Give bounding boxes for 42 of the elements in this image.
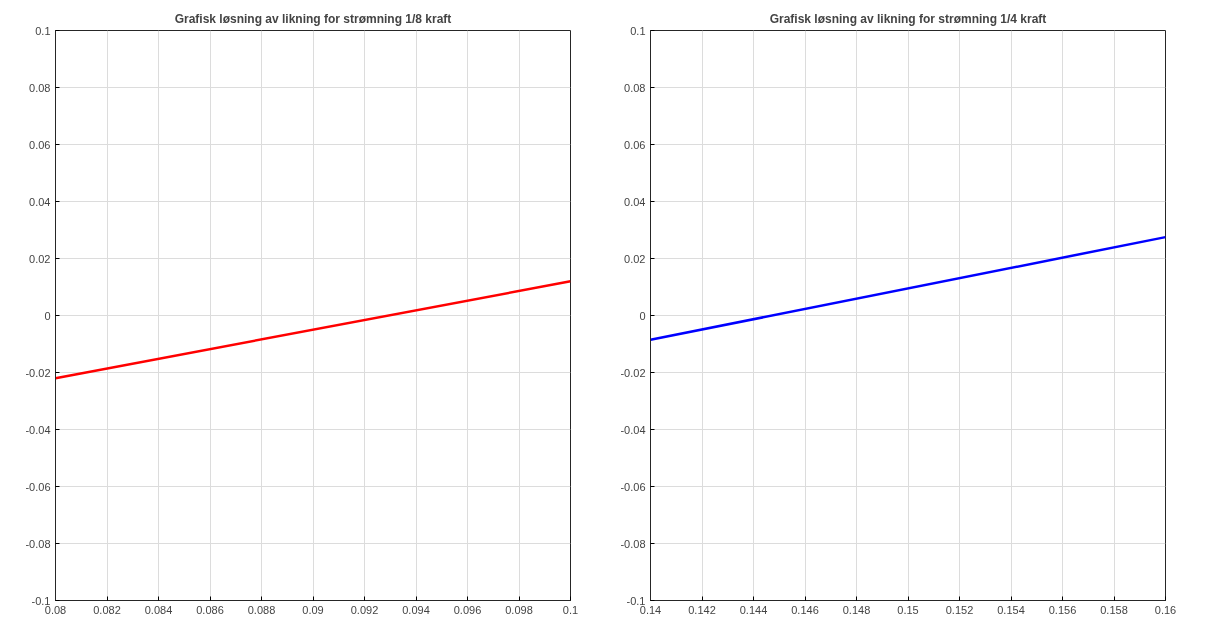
y-tick-label: 0.06: [29, 138, 51, 151]
y-tick-label: 0.08: [29, 81, 51, 94]
x-tick-label: 0.146: [791, 603, 819, 616]
x-tick-label: 0.098: [505, 603, 533, 616]
x-tick-label: 0.152: [945, 603, 974, 616]
x-tick-label: 0.142: [688, 603, 716, 616]
x-tick-label: 0.09: [302, 603, 324, 616]
y-tick-label: -0.04: [25, 423, 51, 436]
chart-title: Grafisk løsning av likning for strømning 1/4 kraft: [769, 11, 1047, 26]
x-tick-label: 0.154: [997, 603, 1025, 616]
y-tick-label: 0.06: [624, 138, 646, 151]
y-tick-label: -0.02: [620, 366, 646, 379]
x-tick-label: 0.086: [196, 603, 224, 616]
y-tick-label: 0.02: [624, 252, 646, 265]
chart-title: Grafisk løsning av likning for strømning 1/8 kraft: [174, 11, 452, 26]
y-tick-label: -0.08: [25, 537, 51, 550]
y-tick-label: -0.06: [25, 480, 51, 493]
x-tick-label: 0.096: [453, 603, 482, 616]
x-tick-label: 0.088: [247, 603, 276, 616]
x-tick-label: 0.158: [1100, 603, 1128, 616]
x-tick-label: 0.144: [739, 603, 768, 616]
x-tick-label: 0.084: [144, 603, 173, 616]
y-tick-label: -0.08: [620, 537, 646, 550]
y-tick-label: 0: [639, 309, 646, 322]
y-tick-label: -0.04: [620, 423, 646, 436]
y-tick-label: 0.1: [35, 24, 51, 37]
y-tick-label: 0.08: [624, 81, 646, 94]
y-tick-label: 0.04: [624, 195, 646, 208]
x-tick-label: 0.094: [402, 603, 430, 616]
x-tick-label: 0.092: [350, 603, 379, 616]
x-tick-label: 0.082: [93, 603, 121, 616]
x-tick-label: 0.1: [562, 603, 579, 616]
y-tick-label: -0.06: [620, 480, 646, 493]
x-tick-label: 0.148: [842, 603, 871, 616]
x-tick-label: 0.16: [1154, 603, 1177, 616]
y-tick-label: 0.04: [29, 195, 51, 208]
x-tick-label: 0.156: [1048, 603, 1077, 616]
y-tick-label: 0: [44, 309, 51, 322]
y-tick-label: -0.02: [25, 366, 51, 379]
y-tick-label: 0.1: [630, 24, 646, 37]
y-tick-label: 0.02: [29, 252, 51, 265]
x-tick-label: 0.15: [897, 603, 919, 616]
